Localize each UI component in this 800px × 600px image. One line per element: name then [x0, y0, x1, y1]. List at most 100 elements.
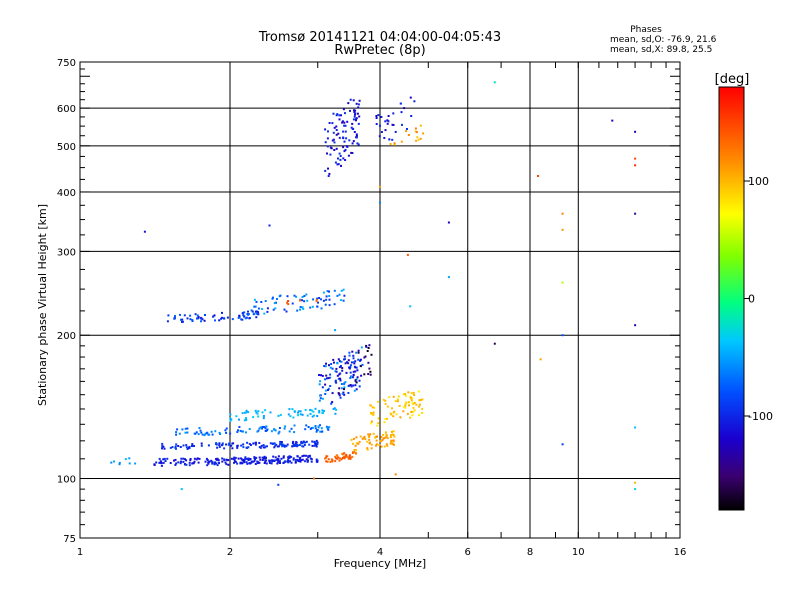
data-point: [293, 294, 296, 297]
data-point: [338, 459, 341, 462]
data-point: [280, 457, 283, 460]
data-point: [367, 433, 370, 436]
data-point: [206, 459, 209, 461]
data-point: [337, 392, 340, 395]
colorbar: [deg] 100 0 -100: [715, 72, 773, 511]
data-point: [292, 457, 295, 460]
data-point: [174, 463, 177, 466]
data-point: [290, 427, 293, 430]
data-point: [250, 460, 253, 463]
data-point: [230, 444, 233, 447]
data-point: [332, 358, 335, 361]
data-point: [375, 444, 378, 447]
data-point: [334, 161, 337, 164]
data-point: [175, 447, 177, 450]
data-point: [282, 456, 285, 459]
data-point: [161, 447, 163, 450]
data-point: [353, 362, 356, 365]
data-point: [333, 407, 336, 410]
data-point: [258, 442, 261, 444]
data-point: [326, 137, 329, 140]
data-point: [335, 147, 338, 150]
data-point: [179, 313, 181, 316]
data-point: [345, 455, 348, 458]
data-point: [392, 415, 395, 418]
data-point: [369, 370, 372, 373]
data-point: [303, 300, 306, 303]
data-point: [412, 391, 415, 394]
data-point: [272, 308, 275, 311]
data-point: [305, 440, 308, 443]
data-point: [247, 457, 250, 460]
data-point: [243, 419, 246, 422]
data-point: [313, 477, 316, 480]
data-point: [258, 456, 261, 459]
data-point: [320, 430, 323, 433]
data-point: [324, 389, 327, 392]
data-point: [164, 460, 167, 462]
data-point: [318, 383, 321, 386]
data-point: [367, 347, 370, 349]
data-point: [306, 414, 309, 417]
data-point: [335, 408, 338, 411]
data-point: [392, 124, 395, 126]
data-point: [169, 446, 172, 449]
data-point: [277, 445, 280, 448]
data-point: [303, 444, 306, 446]
data-point: [331, 139, 334, 142]
data-point: [352, 354, 355, 357]
data-point: [366, 350, 369, 352]
data-point: [358, 385, 361, 388]
y-tick-label: 300: [57, 247, 76, 258]
data-point: [203, 319, 206, 322]
data-point: [191, 443, 194, 446]
data-point: [375, 439, 378, 442]
data-point: [345, 371, 348, 374]
data-point: [288, 430, 291, 433]
data-point: [386, 437, 389, 440]
data-point: [182, 444, 185, 447]
data-point: [261, 459, 264, 461]
data-point: [278, 427, 281, 429]
data-point: [334, 379, 337, 382]
data-point: [341, 392, 344, 395]
data-point: [383, 421, 386, 424]
data-point: [173, 459, 175, 462]
data-point: [355, 381, 358, 384]
data-point: [313, 444, 316, 447]
data-point: [207, 461, 210, 464]
data-point: [405, 394, 407, 397]
data-point: [348, 367, 351, 370]
data-point: [244, 458, 246, 461]
data-point: [218, 444, 221, 447]
data-point: [349, 109, 351, 112]
data-point: [216, 446, 219, 449]
data-point: [415, 139, 418, 142]
data-point: [198, 457, 201, 460]
data-point: [181, 318, 184, 321]
data-point: [315, 430, 318, 433]
data-point: [378, 444, 381, 447]
data-point: [257, 313, 260, 316]
data-point: [214, 461, 217, 464]
data-point: [331, 392, 334, 395]
data-point: [357, 358, 360, 361]
data-point: [384, 402, 387, 405]
data-point: [340, 164, 342, 167]
data-point: [405, 130, 408, 133]
data-point: [250, 309, 253, 312]
data-point: [321, 397, 324, 400]
data-point: [369, 404, 372, 407]
data-point: [388, 396, 391, 399]
data-point: [288, 456, 291, 459]
data-point: [421, 412, 424, 414]
data-point: [263, 426, 266, 428]
data-point: [386, 434, 388, 437]
data-point: [296, 309, 299, 312]
data-point: [357, 351, 360, 354]
data-point: [167, 314, 170, 317]
data-point: [184, 427, 187, 430]
data-point: [182, 460, 185, 463]
data-point: [335, 457, 338, 460]
data-point: [396, 400, 399, 403]
